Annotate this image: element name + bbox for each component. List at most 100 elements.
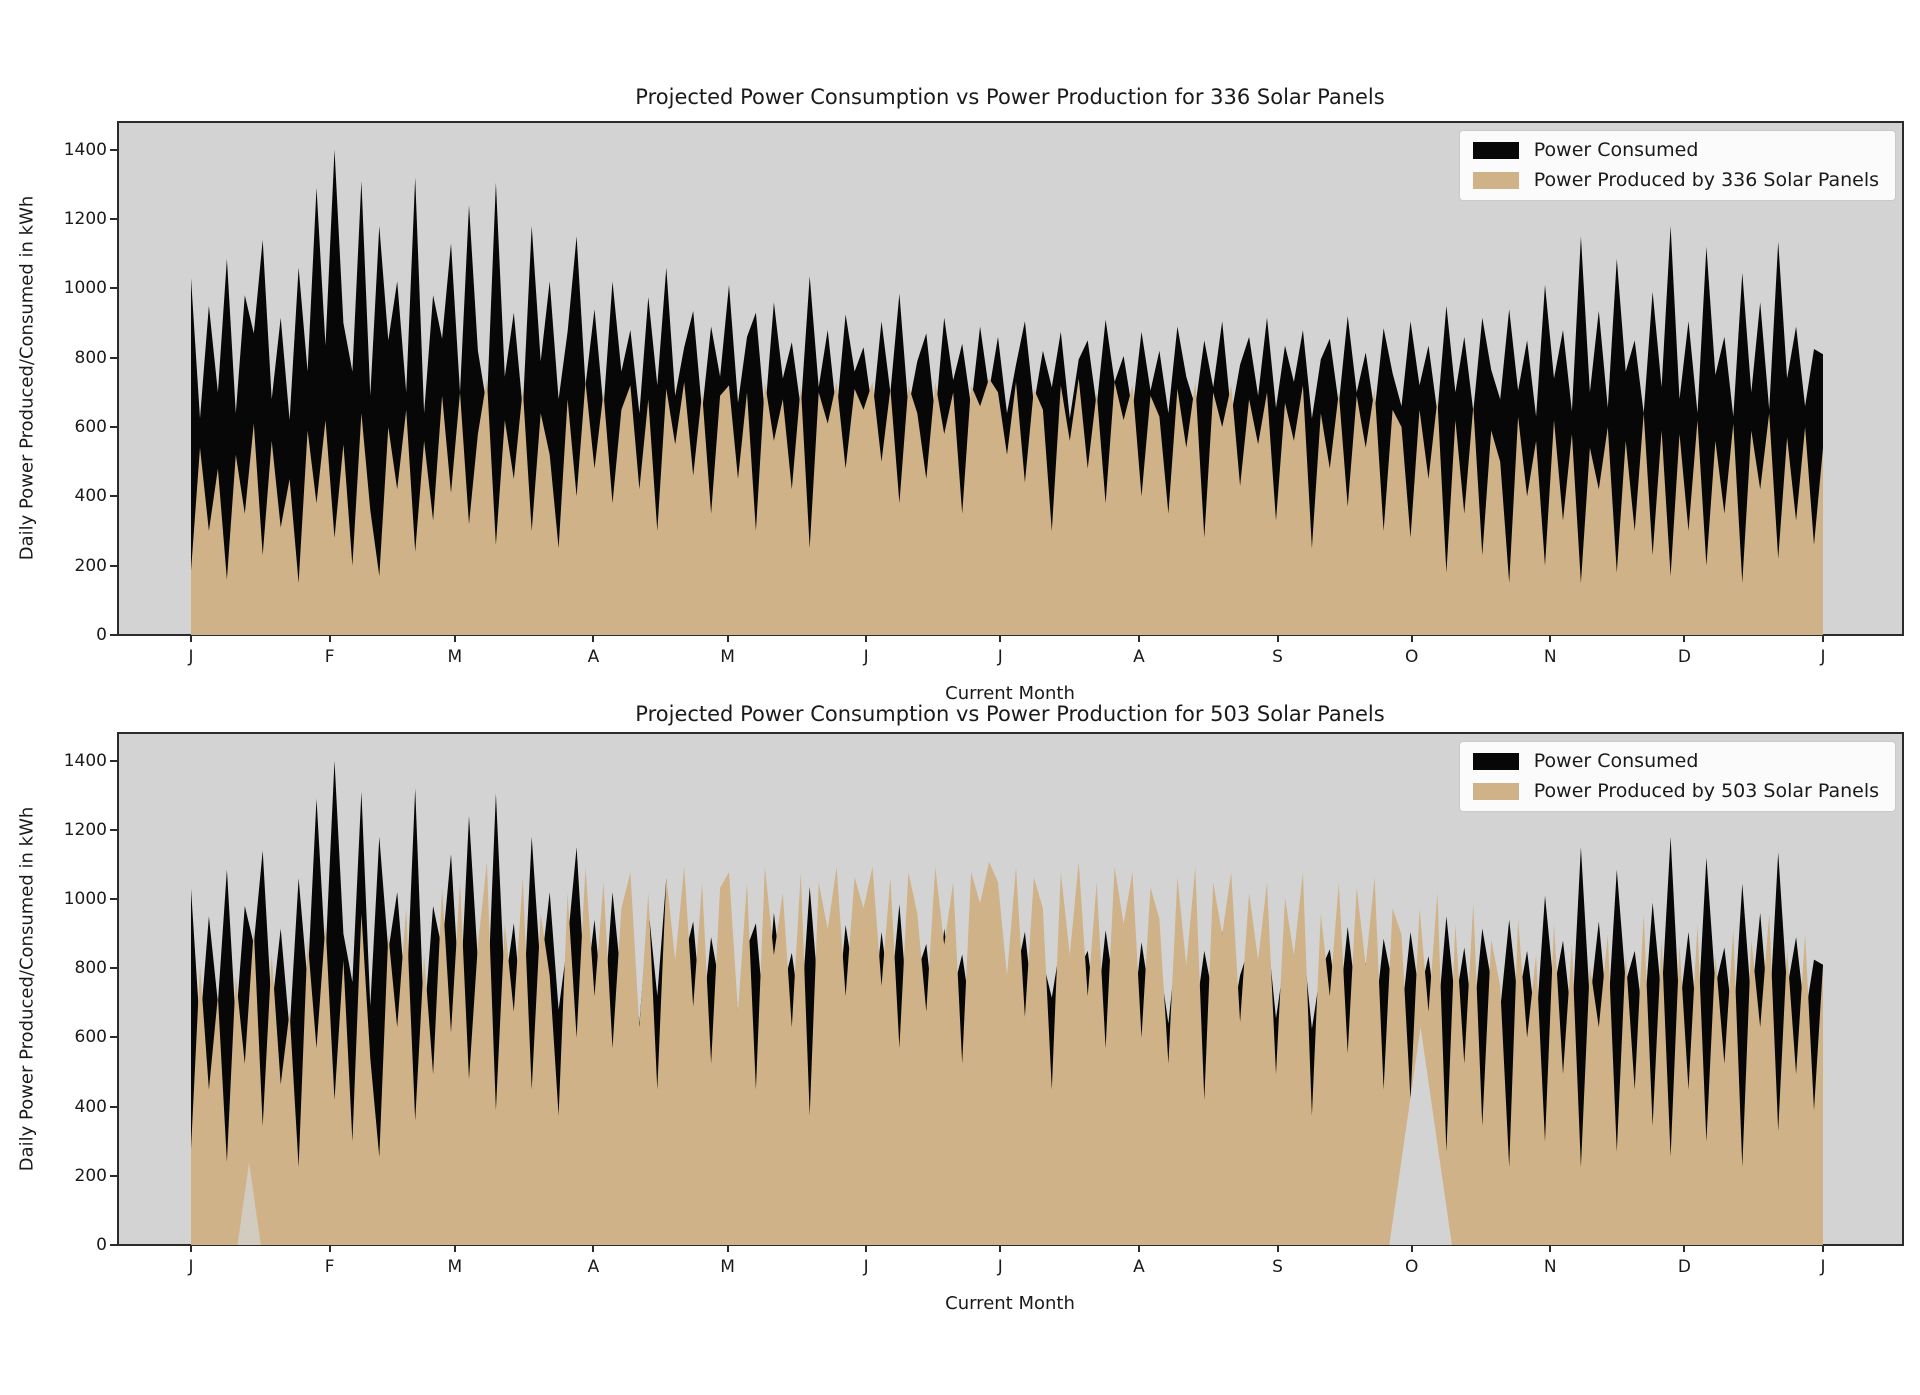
x-tick-mark: [1137, 1245, 1140, 1252]
produced-swatch-icon: [1472, 172, 1519, 189]
x-tick-mark: [328, 1245, 331, 1252]
y-tick-label: 1400: [63, 750, 107, 771]
y-tick-label: 1000: [63, 889, 107, 910]
x-tick-label: J: [188, 1257, 194, 1277]
x-tick-mark: [453, 635, 456, 642]
y-tick-mark: [110, 426, 118, 429]
y-tick-label: 400: [74, 486, 107, 507]
x-tick-mark: [592, 635, 595, 642]
x-tick-label: N: [1543, 647, 1557, 667]
x-tick-mark: [1137, 635, 1140, 642]
y-tick-label: 0: [96, 625, 107, 645]
chart1-legend: Power Consumed Power Produced by 336 Sol…: [1458, 130, 1896, 201]
y-tick-mark: [110, 1174, 118, 1177]
chart2-legend: Power Consumed Power Produced by 503 Sol…: [1458, 741, 1896, 812]
x-tick-mark: [726, 1245, 729, 1252]
y-tick-mark: [110, 967, 118, 970]
x-tick-mark: [453, 1245, 456, 1252]
legend-label-produced: Power Produced by 503 Solar Panels: [1533, 780, 1879, 802]
y-tick-label: 600: [74, 417, 107, 438]
chart2-title: Projected Power Consumption vs Power Pro…: [635, 702, 1385, 726]
legend-label-produced: Power Produced by 336 Solar Panels: [1533, 169, 1879, 191]
y-tick-mark: [110, 218, 118, 221]
y-tick-mark: [110, 1244, 118, 1246]
x-tick-label: N: [1543, 1257, 1557, 1277]
y-tick-label: 0: [96, 1235, 107, 1255]
y-tick-mark: [110, 564, 118, 567]
x-tick-label: M: [447, 647, 463, 667]
y-tick-mark: [110, 828, 118, 831]
chart1-x-axis-label: Current Month: [945, 683, 1075, 704]
y-tick-label: 600: [74, 1027, 107, 1048]
x-tick-label: S: [1272, 647, 1283, 667]
x-tick-mark: [999, 635, 1002, 642]
x-tick-label: O: [1404, 1257, 1419, 1277]
legend-entry-consumed: Power Consumed: [1472, 752, 1879, 771]
background-gap-artifact: [237, 1162, 261, 1245]
y-tick-mark: [110, 1036, 118, 1039]
x-tick-mark: [1549, 635, 1552, 642]
legend-label-consumed: Power Consumed: [1533, 139, 1699, 161]
x-tick-label: F: [324, 647, 335, 667]
x-tick-mark: [1276, 1245, 1279, 1252]
y-tick-label: 1000: [63, 278, 107, 299]
x-tick-label: A: [587, 1257, 600, 1277]
x-tick-mark: [1549, 1245, 1552, 1252]
x-tick-mark: [726, 635, 729, 642]
y-tick-label: 1400: [63, 139, 107, 160]
x-tick-label: D: [1677, 1257, 1691, 1277]
x-tick-mark: [1822, 1245, 1824, 1252]
y-tick-mark: [110, 898, 118, 901]
chart1-title: Projected Power Consumption vs Power Pro…: [635, 85, 1385, 109]
x-tick-label: J: [997, 647, 1003, 667]
x-tick-mark: [865, 635, 868, 642]
x-tick-label: J: [188, 647, 194, 667]
x-tick-mark: [328, 635, 331, 642]
x-tick-label: J: [1820, 1257, 1826, 1277]
x-tick-mark: [1683, 635, 1686, 642]
power-produced-area: [191, 378, 1823, 635]
x-tick-label: F: [324, 1257, 335, 1277]
x-tick-mark: [1822, 635, 1824, 642]
chart2-x-axis-label: Current Month: [945, 1293, 1075, 1314]
y-tick-mark: [110, 759, 118, 762]
background-gap-artifact: [1389, 1027, 1452, 1245]
x-tick-mark: [1410, 1245, 1413, 1252]
x-tick-label: M: [720, 1257, 735, 1277]
x-tick-mark: [190, 635, 192, 642]
chart1-plot-area: Power Consumed Power Produced by 336 Sol…: [117, 121, 1904, 636]
x-tick-label: J: [1820, 647, 1826, 667]
legend-entry-produced: Power Produced by 336 Solar Panels: [1472, 169, 1879, 191]
y-tick-label: 1200: [63, 209, 107, 230]
x-tick-label: J: [997, 1257, 1003, 1277]
x-tick-label: O: [1404, 647, 1419, 667]
x-tick-label: J: [863, 1257, 869, 1277]
chart2-area-svg: [191, 760, 1823, 1245]
chart2-plot-area: Power Consumed Power Produced by 503 Sol…: [117, 732, 1904, 1246]
consumed-swatch-icon: [1472, 142, 1519, 159]
x-tick-mark: [865, 1245, 868, 1252]
x-tick-mark: [999, 1245, 1002, 1252]
chart2-y-axis-label: Daily Power Produced/Consumed in kWh: [16, 806, 38, 1172]
y-tick-label: 200: [74, 1165, 107, 1186]
y-tick-label: 200: [74, 555, 107, 576]
consumed-swatch-icon: [1472, 753, 1519, 770]
chart1-y-axis-label: Daily Power Produced/Consumed in kWh: [16, 195, 38, 561]
chart1-area-svg: [191, 149, 1823, 635]
x-tick-label: A: [1133, 647, 1145, 667]
legend-entry-produced: Power Produced by 503 Solar Panels: [1472, 780, 1879, 802]
y-tick-label: 400: [74, 1096, 107, 1117]
x-tick-mark: [190, 1245, 192, 1252]
x-tick-label: M: [447, 1257, 463, 1277]
x-tick-label: A: [1133, 1257, 1145, 1277]
y-tick-mark: [110, 1105, 118, 1108]
y-tick-mark: [110, 356, 118, 359]
y-tick-label: 800: [74, 958, 107, 979]
produced-swatch-icon: [1472, 783, 1519, 800]
x-tick-label: A: [587, 647, 600, 667]
x-tick-mark: [1410, 635, 1413, 642]
y-tick-mark: [110, 495, 118, 498]
x-tick-label: D: [1677, 647, 1691, 667]
y-tick-mark: [110, 148, 118, 151]
